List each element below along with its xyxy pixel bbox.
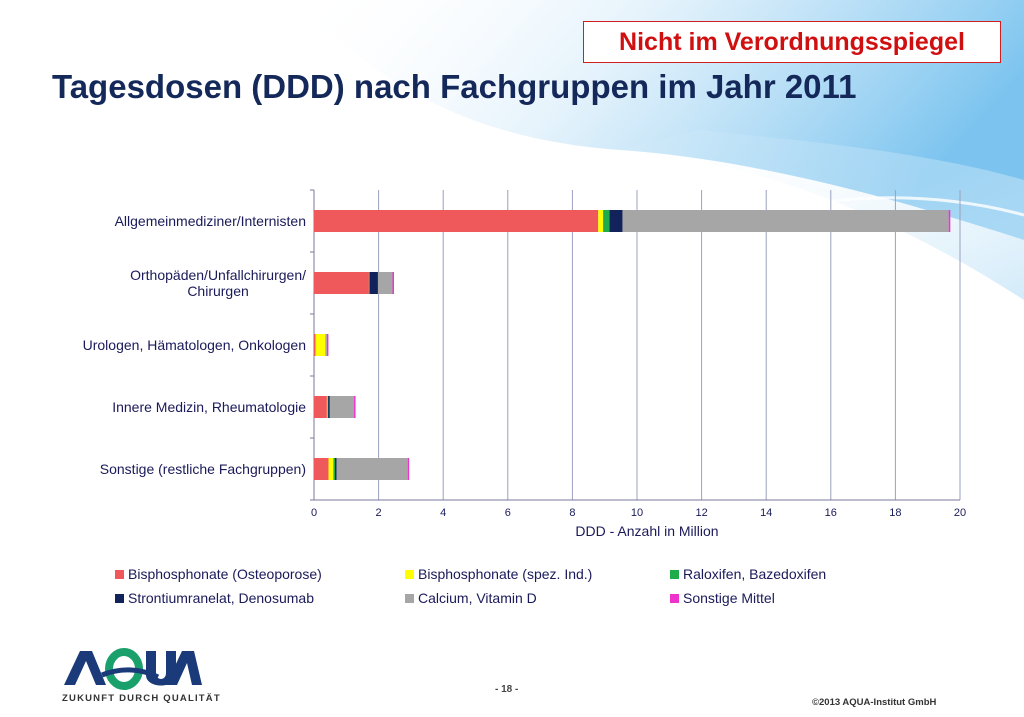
- bar-segment: [326, 334, 329, 356]
- x-tick-label: 8: [569, 507, 575, 519]
- legend-swatch: [115, 569, 124, 579]
- x-tick-label: 6: [505, 507, 511, 519]
- legend-label: Calcium, Vitamin D: [418, 590, 537, 606]
- bar-segment: [328, 396, 330, 418]
- bar-segment: [329, 396, 355, 418]
- legend-item: Bisphosphonate (spez. Ind.): [405, 566, 592, 582]
- x-tick-label: 0: [311, 507, 317, 519]
- bar-segment: [603, 210, 610, 232]
- bar-segment: [407, 458, 410, 480]
- category-label: Urologen, Hämatologen, Onkologen: [82, 337, 306, 353]
- x-tick-label: 10: [631, 507, 643, 519]
- x-tick-label: 2: [376, 507, 382, 519]
- bar-segment: [354, 396, 356, 418]
- page-number: - 18 -: [495, 684, 519, 695]
- legend-swatch: [670, 569, 679, 579]
- legend-label: Sonstige Mittel: [683, 590, 775, 606]
- bar-segment: [368, 272, 371, 294]
- bar-segment: [948, 210, 951, 232]
- legend-swatch: [115, 593, 124, 603]
- x-axis-label: DDD - Anzahl in Million: [575, 523, 718, 539]
- x-tick-label: 12: [695, 507, 707, 519]
- legend-item: Bisphosphonate (Osteoporose): [115, 566, 322, 582]
- x-tick-label: 16: [825, 507, 837, 519]
- legend-item: Raloxifen, Bazedoxifen: [670, 566, 826, 582]
- legend-label: Strontiumranelat, Denosumab: [128, 590, 314, 606]
- legend-item: Calcium, Vitamin D: [405, 590, 537, 606]
- bar-segment: [328, 458, 334, 480]
- legend-label: Raloxifen, Bazedoxifen: [683, 566, 827, 582]
- bar-segment: [315, 334, 326, 356]
- aqua-logo: [64, 648, 202, 690]
- legend-item: Strontiumranelat, Denosumab: [115, 590, 314, 606]
- not-in-prescription-mirror-badge: Nicht im Verordnungsspiegel: [583, 21, 1001, 63]
- bar-segment: [369, 272, 378, 294]
- x-tick-label: 14: [760, 507, 772, 519]
- bar-segment: [314, 210, 599, 232]
- bar-segment: [336, 458, 408, 480]
- bar-segment: [609, 210, 623, 232]
- bar-segment: [377, 272, 393, 294]
- x-tick-label: 18: [889, 507, 901, 519]
- slide-title: Tagesdosen (DDD) nach Fachgruppen im Jah…: [52, 68, 857, 105]
- legend-swatch: [405, 569, 414, 579]
- category-label: Sonstige (restliche Fachgruppen): [99, 461, 306, 477]
- category-label: Orthopäden/Unfallchirurgen/Chirurgen: [130, 267, 306, 299]
- bar-segment: [325, 334, 327, 356]
- category-label: Innere Medizin, Rheumatologie: [112, 399, 306, 415]
- x-tick-label: 4: [440, 507, 446, 519]
- bar-segment: [314, 458, 329, 480]
- stacked-bar-chart: 0 2 4 6 8 10 12 14 16 18 20 DDD - Anzahl in Million: [310, 189, 966, 539]
- bar-segment: [333, 458, 335, 480]
- copyright: ©2013 AQUA-Institut GmbH: [812, 697, 937, 708]
- legend-swatch: [405, 593, 414, 603]
- bar-segment: [622, 210, 949, 232]
- bar-segment: [392, 272, 394, 294]
- legend-label: Bisphosphonate (Osteoporose): [128, 566, 322, 582]
- bar-segment: [314, 272, 369, 294]
- legend-item: Sonstige Mittel: [670, 590, 775, 606]
- logo-tagline: ZUKUNFT DURCH QUALITÄT: [62, 693, 221, 704]
- bar-segment: [598, 210, 604, 232]
- bar-segment: [314, 396, 327, 418]
- category-label: Allgemeinmediziner/Internisten: [114, 213, 306, 229]
- legend-label: Bisphosphonate (spez. Ind.): [418, 566, 593, 582]
- x-tick-label: 20: [954, 507, 966, 519]
- bar-segment: [334, 458, 337, 480]
- legend-swatch: [670, 593, 679, 603]
- bar-segment: [314, 334, 316, 356]
